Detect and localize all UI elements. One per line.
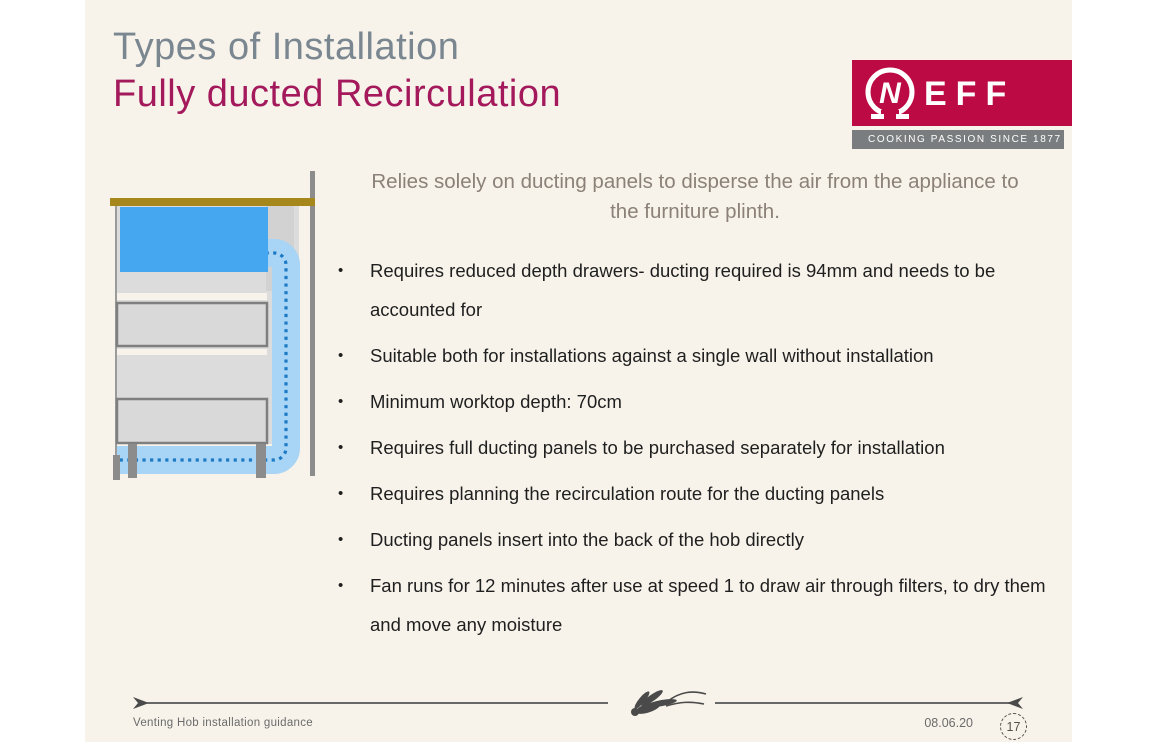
footer-document-title: Venting Hob installation guidance [133,717,313,729]
worktop [110,198,315,206]
bullet-item: Ducting panels insert into the back of t… [332,520,1057,559]
cabinet-leg [256,444,266,478]
bullet-item: Minimum worktop depth: 70cm [332,382,1057,421]
neff-emblem-letter: N [879,77,902,110]
bullet-item: Requires reduced depth drawers- ducting … [332,251,1057,329]
bullet-text: Requires planning the recirculation rout… [370,483,885,504]
divider-left-arrow-icon [133,697,149,709]
neff-tagline: COOKING PASSION SINCE 1877 [868,134,1062,145]
bullet-text: Minimum worktop depth: 70cm [370,391,622,412]
bullet-text: Requires full ducting panels to be purch… [370,437,945,458]
bullet-text: Requires reduced depth drawers- ducting … [370,260,996,320]
divider-right-arrow-icon [1007,697,1023,709]
intro-text: Relies solely on ducting panels to dispe… [371,170,1019,223]
neff-emblem-icon: N EFF [865,67,1015,119]
plinth-end [113,455,120,480]
page-number: 17 [1006,719,1021,734]
bullet-item: Suitable both for installations against … [332,336,1057,375]
page-title: Types of Installation [113,26,460,68]
drawer-top [115,301,269,348]
bullet-item: Fan runs for 12 minutes after use at spe… [332,566,1057,644]
slide-header: Types of Installation Fully ducted Recir… [113,24,561,118]
neff-tagline-bar: COOKING PASSION SINCE 1877 [852,130,1064,149]
bullet-item: Requires planning the recirculation rout… [332,474,1057,513]
bullet-text: Fan runs for 12 minutes after use at spe… [370,575,1046,635]
drawer-bottom [115,397,269,445]
neff-logo: N EFF COOKING PASSION SINCE 1877 [852,60,1072,149]
cabinet-leg [128,444,137,478]
page-number-badge: 17 [1000,713,1027,740]
cabinet-duct-diagram [110,171,315,480]
footer-date: 08.06.20 [924,716,973,730]
bullet-text: Ducting panels insert into the back of t… [370,529,804,550]
wall-line [310,171,315,476]
bullet-list: Requires reduced depth drawers- ducting … [332,251,1057,651]
page-subtitle: Fully ducted Recirculation [113,73,562,115]
slide: Types of Installation Fully ducted Recir… [85,0,1072,742]
bullet-text: Suitable both for installations against … [370,345,934,366]
appliance-box [120,207,268,272]
neff-logo-red-box: N EFF [852,60,1072,126]
dragonfly-icon [631,690,707,716]
bullet-item: Requires full ducting panels to be purch… [332,428,1057,467]
neff-logo-letters: EFF [924,75,1015,113]
footer-divider [133,690,1023,716]
duct-band [117,239,300,474]
